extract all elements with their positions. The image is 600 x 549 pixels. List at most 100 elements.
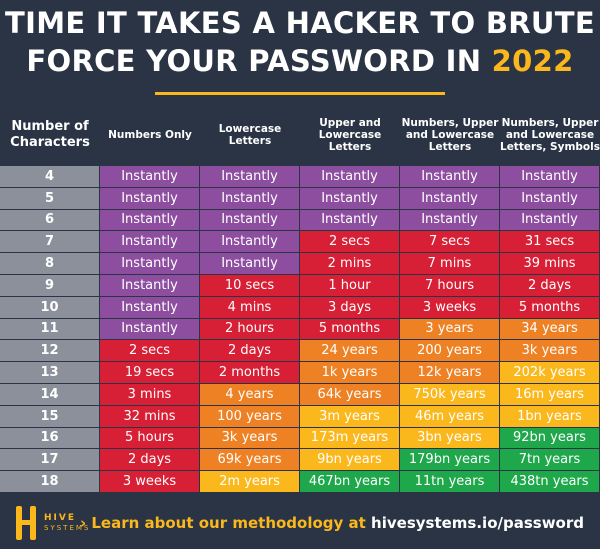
crack-time-cell: 5 months <box>300 318 400 341</box>
crack-time-cell: Instantly <box>100 296 200 319</box>
crack-time-cell: Instantly <box>500 166 600 188</box>
crack-time-cell: 4 years <box>200 383 300 406</box>
crack-time-cell: 32 mins <box>100 405 200 428</box>
crack-time-cell: 438tn years <box>500 471 600 493</box>
crack-time-cell: 173m years <box>300 427 400 450</box>
crack-time-cell: 179bn years <box>400 449 500 472</box>
crack-time-cell: 12k years <box>400 362 500 384</box>
crack-time-cell: 1k years <box>300 362 400 384</box>
crack-time-cell: Instantly <box>400 187 500 210</box>
crack-time-cell: 750k years <box>400 383 500 406</box>
character-count: 9 <box>0 274 100 297</box>
crack-time-cell: 9bn years <box>300 449 400 472</box>
crack-time-cell: Instantly <box>100 187 200 210</box>
crack-time-cell: 16m years <box>500 383 600 406</box>
character-count: 5 <box>0 187 100 210</box>
table-row: 16 5 hours 3k years 173m years 3bn years 92bn… <box>0 427 600 450</box>
character-count: 6 <box>0 209 100 232</box>
character-count: 13 <box>0 362 100 384</box>
header-numbers-only: Numbers Only <box>108 129 192 141</box>
crack-time-cell: 1 hour <box>300 274 400 297</box>
crack-time-cell: Instantly <box>300 209 400 232</box>
crack-time-cell: Instantly <box>200 209 300 232</box>
title-line-1: TIME IT TAKES A HACKER TO BRUTE <box>5 6 595 40</box>
crack-time-cell: Instantly <box>100 231 200 254</box>
crack-time-cell: 5 months <box>500 296 600 319</box>
crack-time-cell: 7 secs <box>400 231 500 254</box>
crack-time-cell: 2m years <box>200 471 300 493</box>
crack-time-cell: Instantly <box>100 318 200 341</box>
crack-time-cell: 3m years <box>300 405 400 428</box>
table-row: 14 3 mins 4 years 64k years 750k years 16m ye… <box>0 383 600 406</box>
table-row: 13 19 secs 2 months 1k years 12k years 202k y… <box>0 362 600 384</box>
table-row: 7 Instantly Instantly 2 secs 7 secs 31 secs <box>0 231 600 254</box>
table-row: 6 Instantly Instantly Instantly Instantly Ins… <box>0 209 600 232</box>
character-count: 8 <box>0 253 100 275</box>
crack-time-cell: Instantly <box>200 187 300 210</box>
crack-time-cell: 39 mins <box>500 253 600 275</box>
character-count: 4 <box>0 166 100 188</box>
crack-time-cell: Instantly <box>200 231 300 254</box>
crack-time-cell: 92bn years <box>500 427 600 450</box>
character-count: 11 <box>0 318 100 341</box>
character-count: 14 <box>0 383 100 406</box>
character-count: 18 <box>0 471 100 493</box>
crack-time-cell: 7tn years <box>500 449 600 472</box>
crack-time-cell: 467bn years <box>300 471 400 493</box>
crack-time-cell: 3 weeks <box>400 296 500 319</box>
character-count: 15 <box>0 405 100 428</box>
crack-time-cell: 3 days <box>300 296 400 319</box>
crack-time-cell: Instantly <box>500 187 600 210</box>
crack-time-cell: Instantly <box>400 166 500 188</box>
crack-time-cell: Instantly <box>200 166 300 188</box>
crack-time-cell: 1bn years <box>500 405 600 428</box>
character-count: 16 <box>0 427 100 450</box>
character-count: 10 <box>0 296 100 319</box>
table-row: 12 2 secs 2 days 24 years 200 years 3k years <box>0 340 600 363</box>
crack-time-cell: Instantly <box>300 187 400 210</box>
crack-time-cell: 202k years <box>500 362 600 384</box>
character-count: 17 <box>0 449 100 472</box>
crack-time-cell: 3 weeks <box>100 471 200 493</box>
cta-url[interactable]: hivesystems.io/password <box>371 514 584 532</box>
crack-time-cell: 2 secs <box>300 231 400 254</box>
crack-time-cell: 31 secs <box>500 231 600 254</box>
header-num-upper-lower: Numbers, Upper and Lowercase Letters <box>401 117 499 153</box>
header-lowercase: Lowercase Letters <box>218 123 282 147</box>
table-row: 18 3 weeks 2m years 467bn years 11tn years 43… <box>0 471 600 493</box>
crack-time-cell: 7 mins <box>400 253 500 275</box>
time-table: 4 Instantly Instantly Instantly Instantly Ins… <box>0 166 600 493</box>
cta-lead: › Learn about our methodology at <box>79 514 372 532</box>
methodology-link[interactable]: › Learn about our methodology at hivesys… <box>80 514 584 532</box>
crack-time-cell: 34 years <box>500 318 600 341</box>
crack-time-cell: Instantly <box>300 166 400 188</box>
crack-time-cell: Instantly <box>100 274 200 297</box>
title-line-2-text: FORCE YOUR PASSWORD IN <box>26 44 492 78</box>
page-title: TIME IT TAKES A HACKER TO BRUTE FORCE YO… <box>0 4 600 80</box>
logo-name: HIVE <box>44 513 76 523</box>
crack-time-cell: Instantly <box>100 253 200 275</box>
crack-time-cell: 69k years <box>200 449 300 472</box>
crack-time-cell: 11tn years <box>400 471 500 493</box>
crack-time-cell: 3 mins <box>100 383 200 406</box>
crack-time-cell: 24 years <box>300 340 400 363</box>
crack-time-cell: 10 secs <box>200 274 300 297</box>
crack-time-cell: 2 days <box>200 340 300 363</box>
table-row: 11 Instantly 2 hours 5 months 3 years 34 year… <box>0 318 600 341</box>
crack-time-cell: 46m years <box>400 405 500 428</box>
hive-logo-icon <box>16 506 36 540</box>
crack-time-cell: 2 months <box>200 362 300 384</box>
crack-time-cell: 4 mins <box>200 296 300 319</box>
header-num-upper-lower-symbols: Numbers, Upper and Lowercase Letters, Sy… <box>500 117 600 153</box>
crack-time-cell: 64k years <box>300 383 400 406</box>
table-row: 17 2 days 69k years 9bn years 179bn years 7tn… <box>0 449 600 472</box>
character-count: 7 <box>0 231 100 254</box>
crack-time-cell: 19 secs <box>100 362 200 384</box>
crack-time-cell: 3bn years <box>400 427 500 450</box>
crack-time-cell: Instantly <box>100 166 200 188</box>
table-row: 5 Instantly Instantly Instantly Instantly Ins… <box>0 187 600 210</box>
crack-time-cell: Instantly <box>400 209 500 232</box>
crack-time-cell: 2 days <box>100 449 200 472</box>
crack-time-cell: Instantly <box>100 209 200 232</box>
header-number-of-characters: Number of Characters <box>10 119 90 150</box>
